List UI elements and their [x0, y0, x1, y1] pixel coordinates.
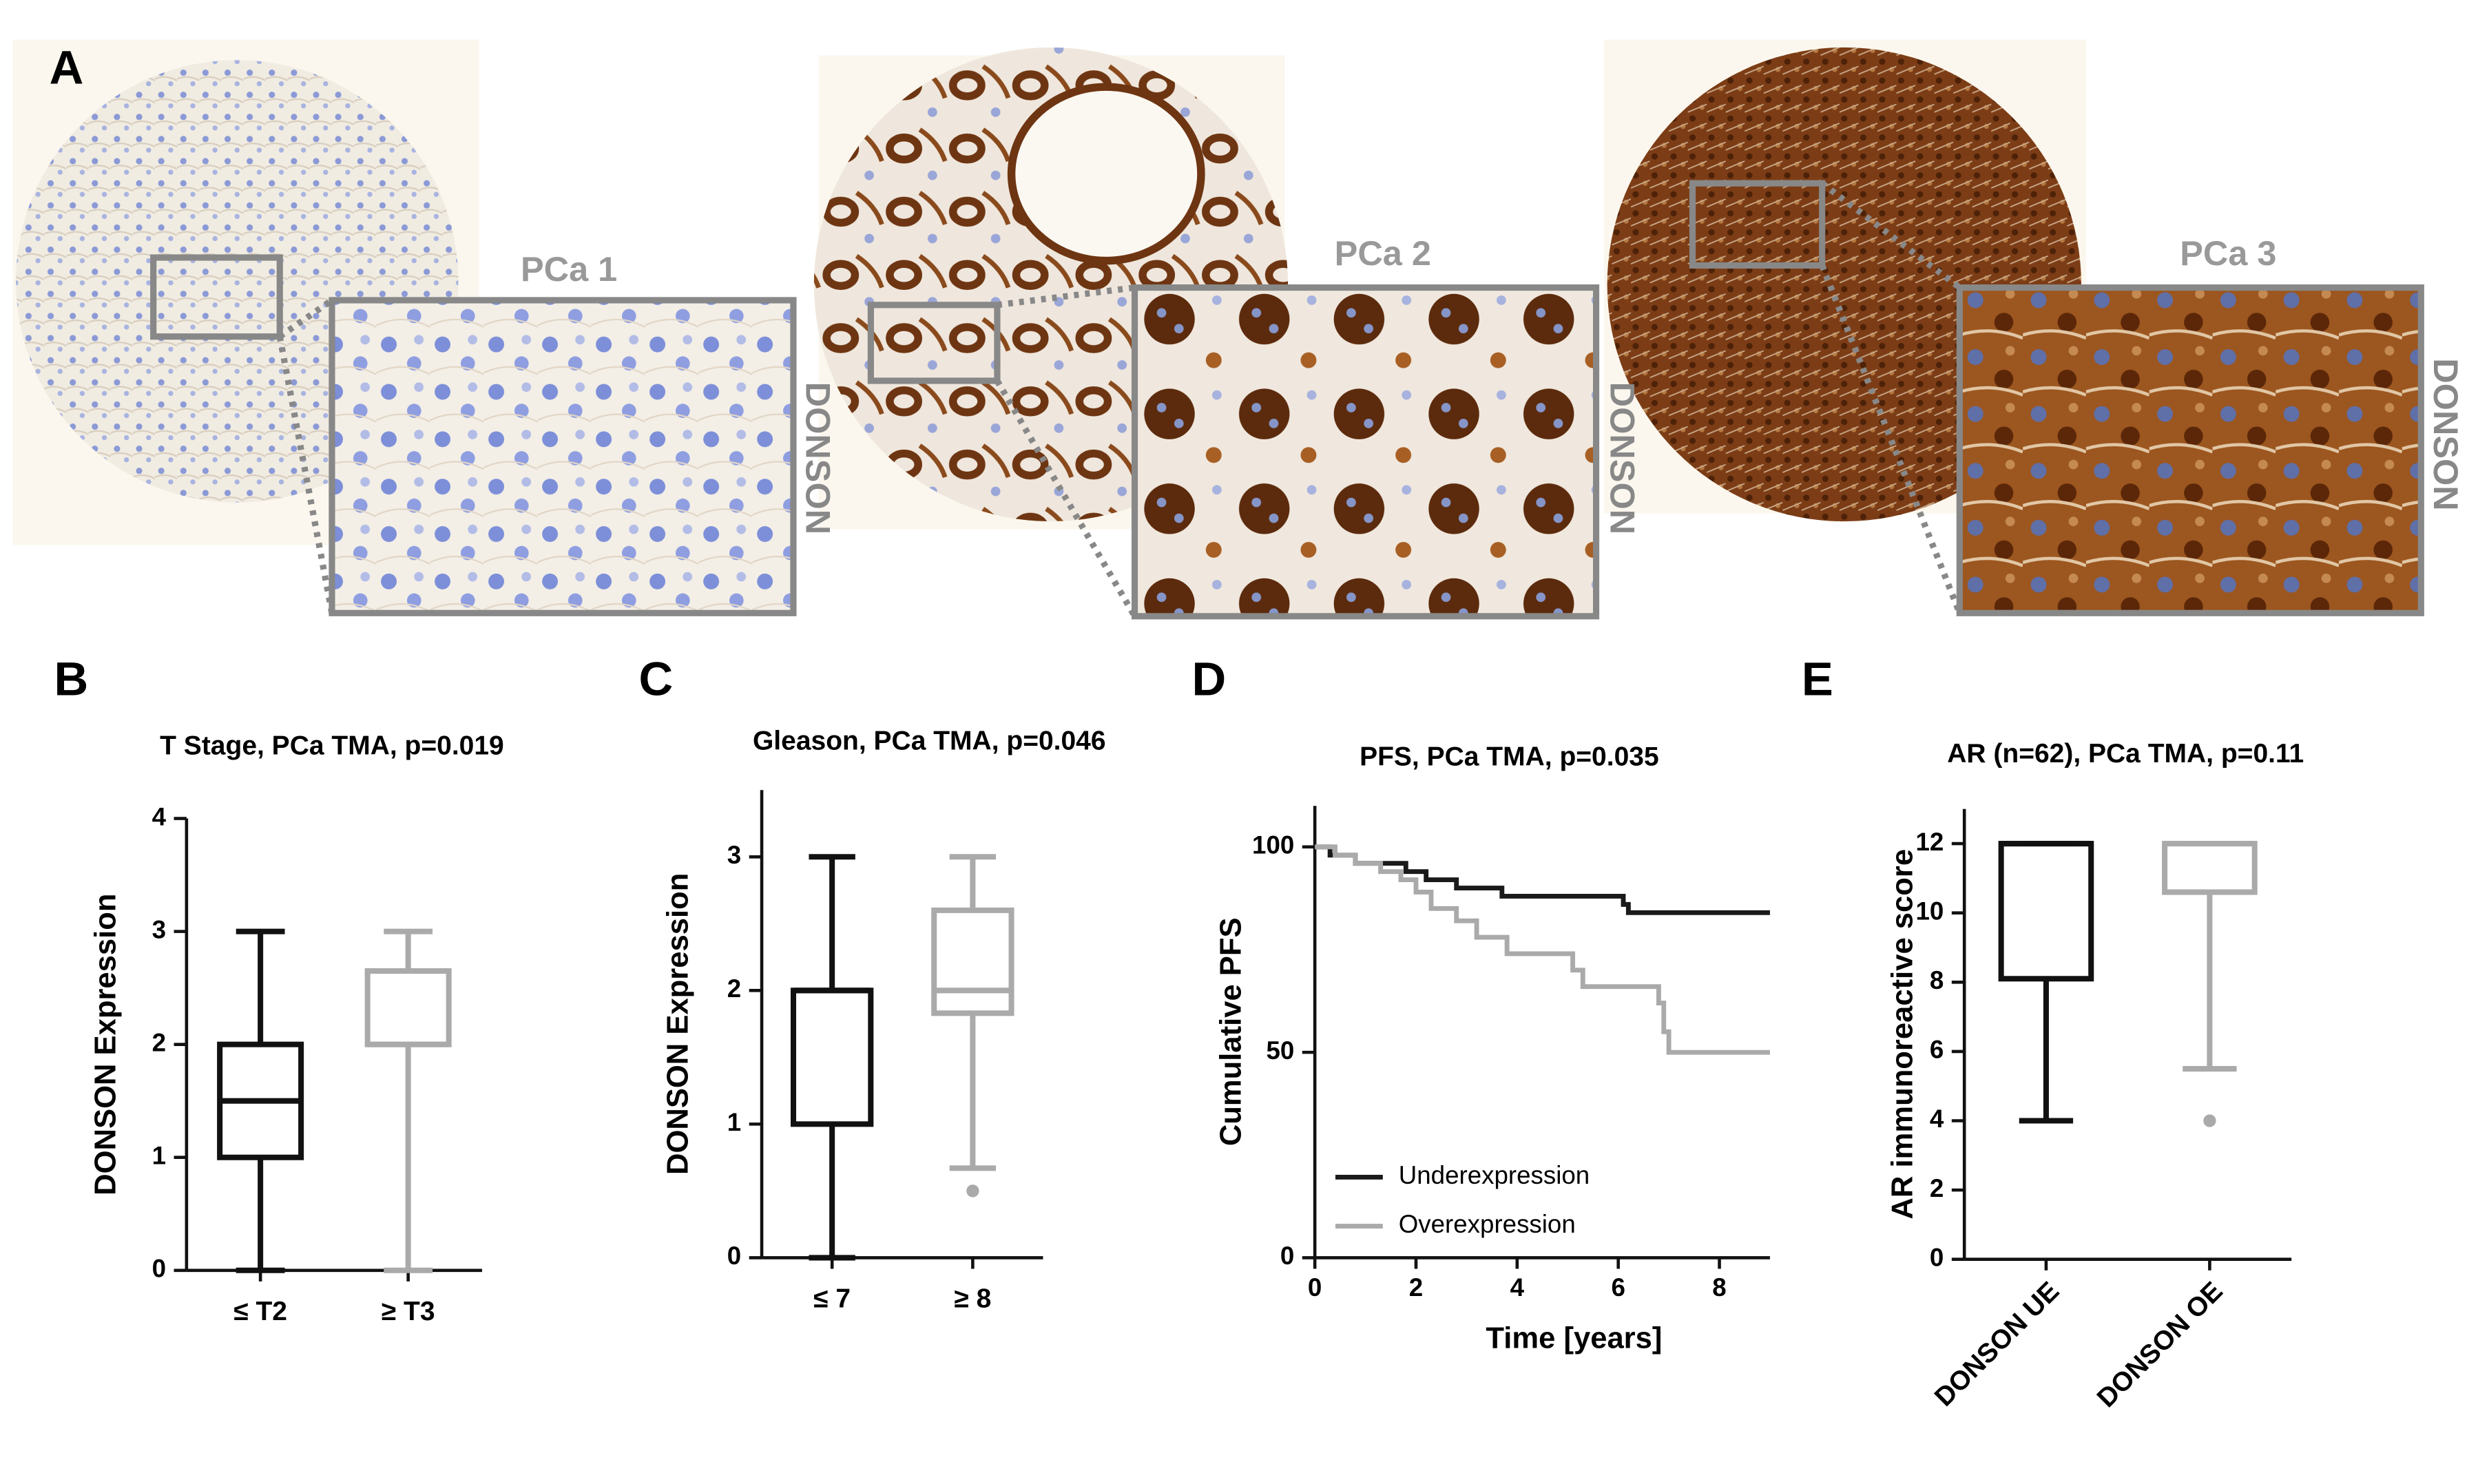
stain-label: DONSON [1603, 382, 1643, 535]
inset-image [1956, 284, 2424, 616]
x-tick-label: 0 [1308, 1273, 1322, 1302]
y-tick-label: 3 [152, 915, 166, 943]
panel-label: C [638, 652, 673, 705]
outlier [966, 1184, 979, 1198]
inset-image [329, 297, 797, 616]
zoom-line [1819, 264, 1963, 614]
y-tick-label: 2 [152, 1028, 166, 1056]
y-tick-label: 6 [1930, 1036, 1944, 1064]
x-tick-label: ≤ 7 [813, 1284, 851, 1314]
y-tick-label: 10 [1916, 897, 1944, 925]
y-tick-label: 0 [152, 1254, 166, 1282]
y-axis-label: AR immunoreactive score [1886, 849, 1919, 1220]
x-tick-label: ≤ T2 [233, 1297, 287, 1326]
chart-title: PFS, PCa TMA, p=0.035 [1360, 742, 1659, 772]
x-tick-label: ≥ 8 [954, 1284, 991, 1314]
stain-label: DONSON [2426, 358, 2466, 511]
y-axis-label: Cumulative PFS [1214, 917, 1247, 1146]
box [931, 907, 1014, 1016]
x-tick-label: 6 [1611, 1273, 1625, 1302]
legend-label: Overexpression [1399, 1210, 1576, 1238]
inset-image [1131, 284, 1600, 620]
x-tick-label: 8 [1712, 1273, 1726, 1302]
y-tick-label: 12 [1916, 828, 1944, 856]
core-images [12, 39, 2424, 620]
zoom-line [997, 284, 1136, 309]
zoom-box [150, 254, 283, 340]
x-tick-label: 4 [1510, 1273, 1525, 1302]
zoom-line [276, 335, 335, 614]
x-tick-label: ≥ T3 [382, 1297, 435, 1326]
y-tick-label: 4 [1930, 1105, 1944, 1133]
zoom-box [867, 302, 1001, 384]
zoom-box [1689, 180, 1826, 269]
panel-label: E [1802, 652, 1833, 705]
box [1998, 841, 2094, 982]
y-tick-label: 50 [1266, 1036, 1294, 1065]
y-tick-label: 2 [1930, 1174, 1944, 1202]
survival-curve [1315, 844, 1770, 915]
zoom-line [994, 379, 1138, 618]
y-tick-label: 0 [1280, 1242, 1294, 1270]
survival-curve [1315, 844, 1770, 1055]
chart-title: Gleason, PCa TMA, p=0.046 [753, 727, 1106, 756]
y-tick-label: 0 [1930, 1243, 1944, 1271]
inset-title: PCa 1 [521, 249, 617, 289]
gland-lumen [1007, 83, 1205, 265]
box [364, 968, 452, 1047]
y-tick-label: 2 [727, 974, 741, 1003]
x-tick-label: DONSON OE [2092, 1276, 2229, 1413]
box [2162, 841, 2258, 895]
x-tick-label: DONSON UE [1929, 1276, 2065, 1412]
y-tick-label: 100 [1252, 831, 1294, 859]
inset-title: PCa 3 [2180, 233, 2276, 273]
y-tick-label: 3 [727, 841, 741, 869]
panel-label: D [1192, 652, 1227, 705]
y-axis-label: DONSON Expression [90, 894, 123, 1195]
chart-title: AR (n=62), PCa TMA, p=0.11 [1947, 739, 2304, 769]
x-axis-label: Time [years] [1486, 1321, 1662, 1355]
y-tick-label: 8 [1930, 966, 1944, 994]
y-axis-label: DONSON Expression [661, 873, 694, 1175]
x-tick-label: 2 [1409, 1273, 1423, 1302]
box [790, 987, 874, 1127]
y-tick-label: 0 [727, 1242, 741, 1270]
chart-title: T Stage, PCa TMA, p=0.019 [160, 731, 504, 761]
y-tick-label: 4 [152, 802, 167, 830]
y-tick-label: 1 [152, 1141, 166, 1169]
legend-label: Underexpression [1399, 1161, 1590, 1189]
inset-title: PCa 2 [1335, 233, 1431, 273]
y-tick-label: 1 [727, 1108, 741, 1136]
stain-label: DONSON [799, 382, 838, 535]
panel-label: B [54, 652, 89, 705]
panel-label: A [50, 41, 84, 94]
zoom-line [1820, 180, 1962, 291]
outlier [2203, 1114, 2216, 1127]
